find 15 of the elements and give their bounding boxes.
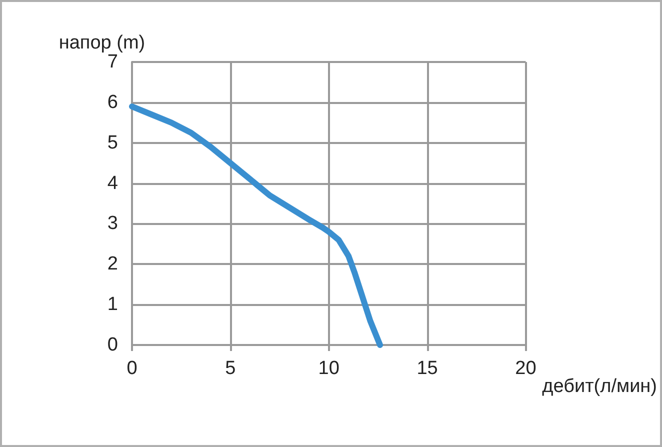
y-tick-label: 3 — [107, 213, 118, 234]
x-tick-label: 10 — [318, 358, 340, 379]
y-axis-title: напор (m) — [58, 32, 146, 54]
x-tick-label: 5 — [225, 358, 236, 379]
y-tick-label: 1 — [107, 294, 118, 316]
x-tick-label: 15 — [416, 358, 438, 379]
y-tick-label: 4 — [107, 172, 118, 194]
y-tick-label: 5 — [107, 132, 118, 154]
x-axis-title: дебит(л/мин) — [542, 376, 657, 397]
y-tick-label: 0 — [107, 334, 118, 356]
y-tick-label: 7 — [107, 52, 118, 72]
x-tick-label: 0 — [126, 358, 138, 379]
x-tick-label: 20 — [515, 358, 536, 379]
y-tick-label: 2 — [107, 254, 118, 275]
y-tick-label: 6 — [107, 92, 118, 113]
